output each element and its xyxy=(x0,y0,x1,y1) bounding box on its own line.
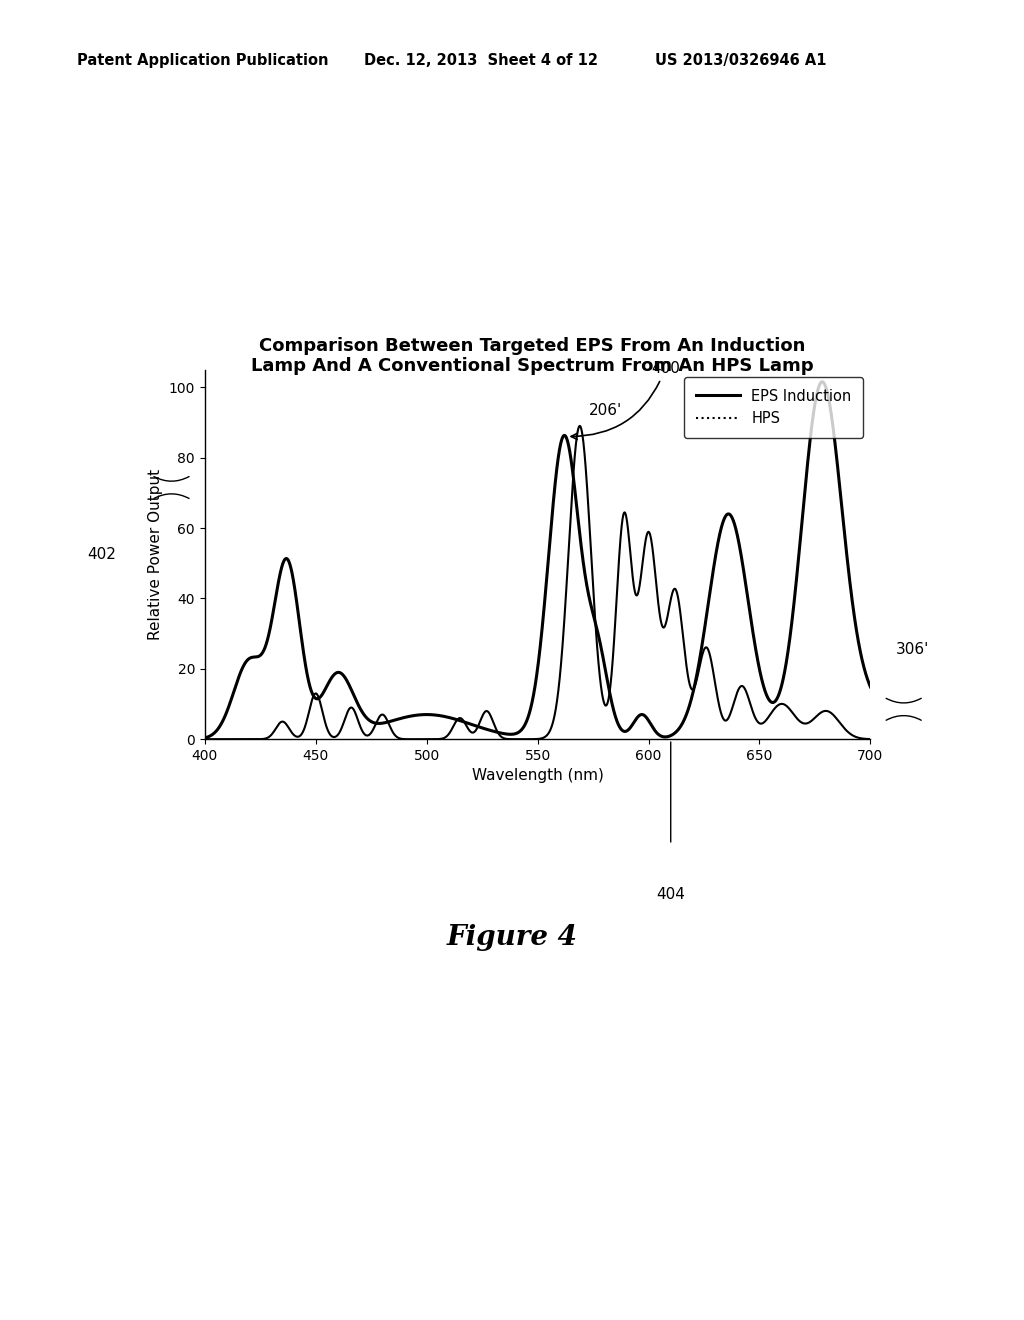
EPS Induction xyxy=(454,713,466,729)
Text: 404: 404 xyxy=(656,887,685,902)
HPS xyxy=(274,714,287,730)
HPS xyxy=(864,731,877,747)
Line: EPS Induction: EPS Induction xyxy=(205,381,870,738)
X-axis label: Wavelength (nm): Wavelength (nm) xyxy=(472,768,603,784)
HPS xyxy=(454,710,466,726)
EPS Induction xyxy=(314,689,327,705)
EPS Induction xyxy=(199,730,211,746)
EPS Induction xyxy=(816,374,828,389)
Legend: EPS Induction, HPS: EPS Induction, HPS xyxy=(684,378,863,437)
HPS xyxy=(199,731,211,747)
Text: Figure 4: Figure 4 xyxy=(446,924,578,950)
HPS xyxy=(482,705,495,721)
EPS Induction xyxy=(482,722,495,738)
Text: 400: 400 xyxy=(571,362,680,440)
EPS Induction xyxy=(779,659,792,675)
HPS xyxy=(779,697,792,713)
Text: 206': 206' xyxy=(589,404,622,418)
Text: Patent Application Publication: Patent Application Publication xyxy=(77,53,329,67)
Text: US 2013/0326946 A1: US 2013/0326946 A1 xyxy=(655,53,826,67)
HPS xyxy=(573,418,586,434)
Text: Comparison Between Targeted EPS From An Induction
Lamp And A Conventional Spectr: Comparison Between Targeted EPS From An … xyxy=(251,337,814,375)
Line: HPS: HPS xyxy=(205,426,870,739)
HPS xyxy=(851,730,863,746)
EPS Induction xyxy=(864,678,877,694)
Text: Dec. 12, 2013  Sheet 4 of 12: Dec. 12, 2013 Sheet 4 of 12 xyxy=(364,53,598,67)
EPS Induction xyxy=(851,628,863,644)
EPS Induction xyxy=(274,564,287,579)
Y-axis label: Relative Power Output: Relative Power Output xyxy=(148,469,163,640)
Text: 402: 402 xyxy=(87,546,116,562)
Text: 306': 306' xyxy=(896,642,930,657)
HPS xyxy=(314,694,327,710)
